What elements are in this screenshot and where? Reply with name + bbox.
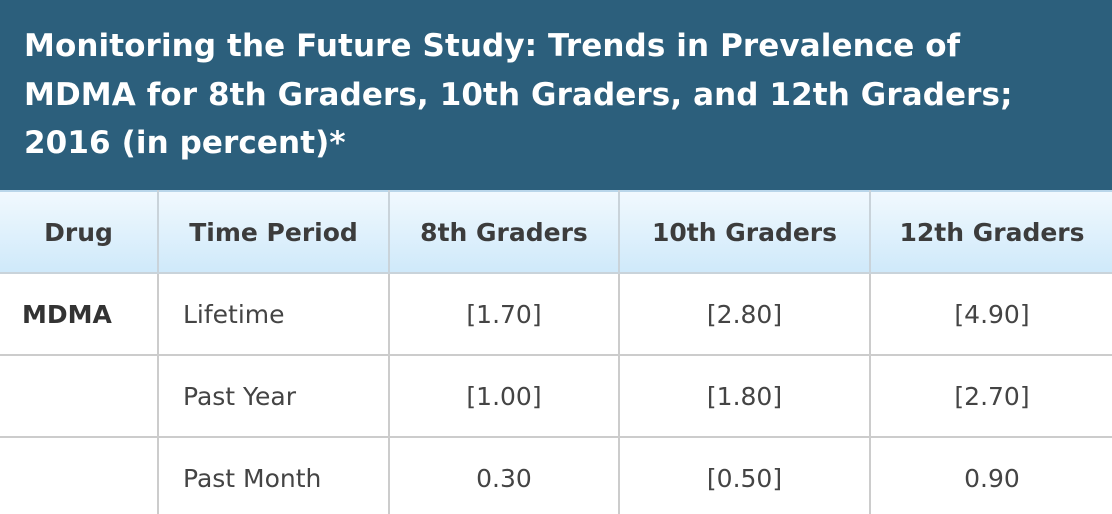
- column-header-drug: Drug: [0, 190, 159, 274]
- cell-8th-graders: [1.00]: [388, 354, 620, 438]
- cell-12th-graders: [4.90]: [869, 272, 1112, 356]
- cell-drug: MDMA: [0, 272, 159, 356]
- cell-drug: [0, 436, 159, 514]
- column-header-8th-graders: 8th Graders: [388, 190, 620, 274]
- cell-time-period: Past Month: [157, 436, 390, 514]
- cell-drug: [0, 354, 159, 438]
- table-row: Past Year [1.00] [1.80] [2.70]: [0, 354, 1112, 438]
- cell-10th-graders: [2.80]: [618, 272, 871, 356]
- title-bar: Monitoring the Future Study: Trends in P…: [0, 0, 1112, 190]
- column-header-10th-graders: 10th Graders: [618, 190, 871, 274]
- table-title: Monitoring the Future Study: Trends in P…: [24, 22, 1088, 168]
- cell-time-period: Past Year: [157, 354, 390, 438]
- table-row: Past Month 0.30 [0.50] 0.90: [0, 436, 1112, 514]
- table-row: MDMA Lifetime [1.70] [2.80] [4.90]: [0, 272, 1112, 356]
- header-row: Drug Time Period 8th Graders 10th Grader…: [0, 190, 1112, 274]
- cell-8th-graders: [1.70]: [388, 272, 620, 356]
- column-header-time-period: Time Period: [157, 190, 390, 274]
- cell-12th-graders: 0.90: [869, 436, 1112, 514]
- cell-10th-graders: [0.50]: [618, 436, 871, 514]
- table-title-line-3: 2016 (in percent)*: [24, 125, 346, 161]
- cell-time-period: Lifetime: [157, 272, 390, 356]
- cell-8th-graders: 0.30: [388, 436, 620, 514]
- table-header: Drug Time Period 8th Graders 10th Grader…: [0, 190, 1112, 274]
- column-header-12th-graders: 12th Graders: [869, 190, 1112, 274]
- table-title-line-2: MDMA for 8th Graders, 10th Graders, and …: [24, 76, 1013, 113]
- table-body: MDMA Lifetime [1.70] [2.80] [4.90] Past …: [0, 272, 1112, 514]
- cell-10th-graders: [1.80]: [618, 354, 871, 438]
- prevalence-table: Drug Time Period 8th Graders 10th Grader…: [0, 190, 1112, 514]
- table-title-line-1: Monitoring the Future Study: Trends in P…: [24, 28, 961, 64]
- cell-12th-graders: [2.70]: [869, 354, 1112, 438]
